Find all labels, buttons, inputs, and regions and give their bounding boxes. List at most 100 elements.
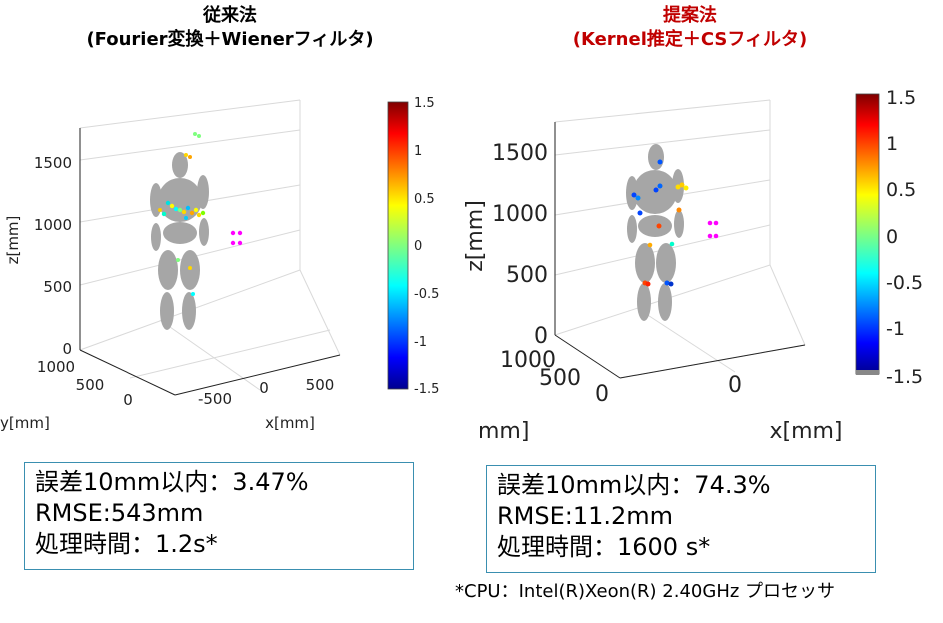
left-point bbox=[191, 292, 195, 296]
right-point bbox=[675, 184, 681, 190]
left-y-tick: 500 bbox=[76, 376, 105, 394]
right-point bbox=[631, 192, 637, 198]
left-x-tick: 0 bbox=[259, 379, 269, 397]
left-z-tick: 1500 bbox=[34, 154, 72, 172]
right-z-tick: 1500 bbox=[492, 141, 548, 166]
left-point bbox=[165, 200, 171, 206]
left-point bbox=[189, 210, 195, 216]
left-point bbox=[237, 240, 243, 246]
right-y-tick: 0 bbox=[595, 382, 609, 407]
right-point bbox=[647, 242, 653, 248]
right-cbar-tick: -1.5 bbox=[886, 366, 923, 388]
right-z-tick: 0 bbox=[534, 324, 548, 349]
left-point bbox=[176, 258, 180, 262]
right-point bbox=[657, 183, 663, 189]
left-cbar-tick: -1.5 bbox=[414, 382, 439, 397]
right-point bbox=[645, 281, 651, 287]
right-point bbox=[669, 241, 675, 247]
right-x-axis-label: x[mm] bbox=[769, 419, 842, 444]
left-y-tick: 1000 bbox=[37, 358, 75, 376]
left-point bbox=[196, 212, 202, 218]
left-metric-accuracy: 誤差10mm以内：3.47% bbox=[35, 468, 309, 496]
right-point bbox=[637, 210, 643, 216]
right-point bbox=[668, 281, 674, 287]
left-point bbox=[184, 216, 188, 220]
left-point bbox=[193, 132, 197, 136]
right-point bbox=[664, 280, 670, 286]
left-point bbox=[173, 206, 179, 212]
left-x-tick: 500 bbox=[306, 376, 335, 394]
right-metrics-box: 誤差10mm以内：74.3% RMSE:11.2mm 処理時間：1600 s* bbox=[486, 465, 876, 573]
left-data-points bbox=[158, 132, 243, 296]
right-point bbox=[683, 185, 689, 191]
right-cbar-tick: 1.5 bbox=[886, 87, 916, 109]
right-title-line1: 提案法 bbox=[663, 5, 717, 26]
left-point bbox=[161, 211, 167, 217]
left-point bbox=[230, 230, 236, 236]
right-body-model bbox=[626, 144, 684, 321]
left-plot: 1500 1000 500 0 z[mm] 1000 500 0 y[mm] -… bbox=[0, 96, 439, 432]
right-z-axis-label: z[mm] bbox=[463, 200, 488, 272]
right-data-points bbox=[631, 159, 719, 287]
right-z-tick: 1000 bbox=[492, 202, 548, 227]
right-point bbox=[653, 187, 659, 193]
left-body-model bbox=[150, 152, 209, 330]
left-point bbox=[197, 134, 201, 138]
left-chart-title: 従来法 (Fourier変換＋Wienerフィルタ) bbox=[20, 4, 440, 52]
left-z-tick: 1000 bbox=[34, 216, 72, 234]
right-cbar-tick: -1 bbox=[886, 318, 905, 340]
left-metric-time: 処理時間：1.2s* bbox=[35, 530, 218, 558]
right-axes bbox=[554, 122, 806, 379]
left-cbar-tick: 0 bbox=[414, 239, 422, 254]
right-point bbox=[676, 207, 682, 213]
left-axes bbox=[79, 128, 341, 396]
right-metric-rmse: RMSE:11.2mm bbox=[497, 502, 674, 530]
right-x-tick: 0 bbox=[728, 373, 742, 398]
right-point bbox=[635, 195, 641, 201]
right-y-tick: 500 bbox=[539, 366, 581, 391]
left-point bbox=[193, 207, 199, 213]
right-point bbox=[713, 220, 719, 226]
right-plot: 1500 1000 500 0 z[mm] 1000 500 0 mm] 0 x… bbox=[463, 87, 923, 444]
right-point bbox=[679, 182, 685, 188]
right-colorbar-end bbox=[856, 370, 879, 375]
right-y-axis-label: mm] bbox=[478, 419, 529, 444]
left-metrics-box: 誤差10mm以内：3.47% RMSE:543mm 処理時間：1.2s* bbox=[24, 462, 414, 570]
left-point bbox=[169, 203, 175, 209]
left-cbar-tick: -1 bbox=[414, 335, 427, 350]
left-point bbox=[200, 210, 206, 216]
left-point bbox=[158, 208, 162, 212]
right-metric-time: 処理時間：1600 s* bbox=[497, 533, 711, 561]
right-title-line2: (Kernel推定＋CSフィルタ) bbox=[572, 29, 808, 50]
left-colorbar bbox=[387, 101, 409, 390]
left-cbar-tick: 1.5 bbox=[414, 96, 435, 111]
right-point bbox=[657, 159, 663, 165]
left-y-tick: 0 bbox=[123, 391, 133, 409]
left-point bbox=[188, 266, 192, 270]
right-point bbox=[656, 223, 662, 229]
left-cbar-tick: 0.5 bbox=[414, 192, 435, 207]
right-point bbox=[707, 233, 713, 239]
plots-canvas: 1500 1000 500 0 z[mm] 1000 500 0 y[mm] -… bbox=[0, 87, 923, 444]
right-metric-accuracy: 誤差10mm以内：74.3% bbox=[497, 471, 771, 499]
left-cbar-tick: -0.5 bbox=[414, 287, 439, 302]
left-cbar-tick: 1 bbox=[414, 144, 422, 159]
left-x-tick: -500 bbox=[198, 390, 232, 408]
right-z-tick: 500 bbox=[506, 263, 548, 288]
right-grid bbox=[554, 99, 806, 379]
left-point bbox=[188, 155, 192, 159]
left-point bbox=[230, 240, 236, 246]
right-cbar-tick: -0.5 bbox=[886, 272, 923, 294]
cpu-footnote: *CPU：Intel(R)Xeon(R) 2.40GHz プロセッサ bbox=[455, 581, 836, 602]
left-point bbox=[177, 207, 183, 213]
right-point bbox=[707, 220, 713, 226]
left-z-axis-label: z[mm] bbox=[4, 216, 22, 265]
left-point bbox=[185, 205, 191, 211]
right-chart-title: 提案法 (Kernel推定＋CSフィルタ) bbox=[470, 4, 910, 52]
right-cbar-tick: 0.5 bbox=[886, 179, 916, 201]
left-point bbox=[237, 230, 243, 236]
right-cbar-tick: 1 bbox=[886, 133, 898, 155]
left-title-line2: (Fourier変換＋Wienerフィルタ) bbox=[86, 29, 374, 50]
left-x-axis-label: x[mm] bbox=[265, 414, 315, 432]
left-grid bbox=[79, 99, 341, 391]
